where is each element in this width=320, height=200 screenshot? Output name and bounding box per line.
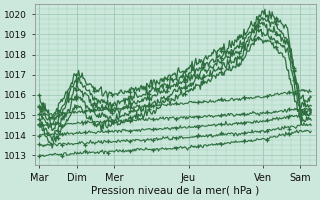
X-axis label: Pression niveau de la mer( hPa ): Pression niveau de la mer( hPa ) <box>91 186 260 196</box>
